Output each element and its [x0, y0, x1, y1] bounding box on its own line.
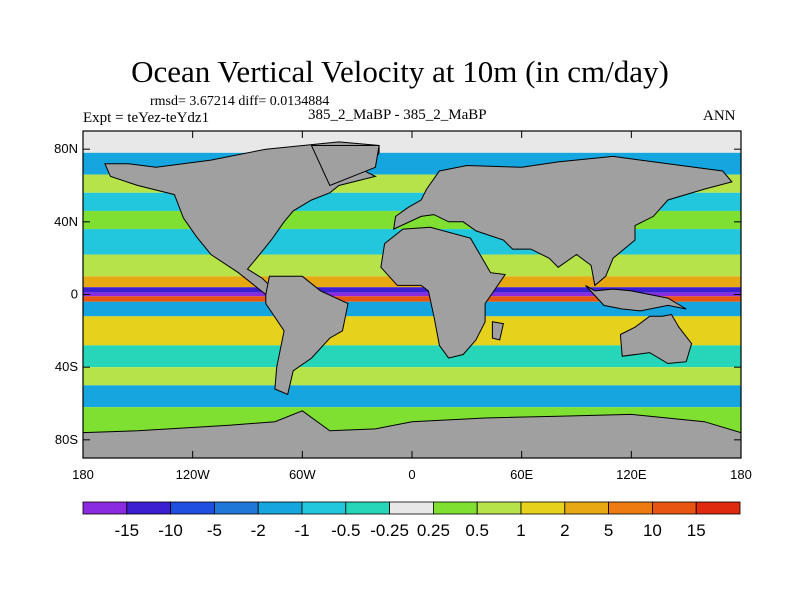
- stats-label: rmsd= 3.67214 diff= 0.0134884: [150, 94, 330, 109]
- land-greenland: [310, 145, 380, 187]
- land-europe-and-asia: [393, 155, 733, 287]
- colorbar-swatch: [520, 501, 566, 515]
- y-tick-label: 80S: [55, 432, 78, 447]
- colorbar-swatch: [257, 501, 303, 515]
- field-band: [83, 296, 741, 302]
- colorbar-label: -1: [294, 521, 309, 540]
- field-band: [83, 131, 741, 153]
- x-tick-label: 180: [730, 467, 752, 482]
- experiment-label: Expt = teYez-teYdz1: [83, 110, 210, 126]
- colorbar-label: 0.5: [465, 521, 489, 540]
- season-label: ANN: [703, 108, 736, 124]
- colorbar-label: -15: [115, 521, 140, 540]
- colorbar-label: -0.25: [370, 521, 409, 540]
- colorbar-label: 2: [560, 521, 569, 540]
- field-band: [83, 301, 741, 317]
- colorbar-swatch: [476, 501, 522, 515]
- colorbar-swatch: [82, 501, 128, 515]
- colorbar-label: 0.25: [417, 521, 450, 540]
- colorbar-swatch: [432, 501, 478, 515]
- colorbar-label: -10: [158, 521, 183, 540]
- x-tick-label: 0: [408, 467, 415, 482]
- field-band: [83, 345, 741, 368]
- x-tick-label: 120E: [616, 467, 647, 482]
- colorbar-label: 5: [604, 521, 613, 540]
- field-band: [83, 385, 741, 408]
- x-tick-label: 60W: [289, 467, 316, 482]
- colorbar-label: 15: [687, 521, 706, 540]
- colorbar-label: 10: [643, 521, 662, 540]
- colorbar-swatch: [564, 501, 609, 515]
- land-antarctica: [83, 410, 741, 458]
- colorbar-label: 1: [516, 521, 525, 540]
- land-south-america: [265, 275, 349, 396]
- colorbar-swatch: [345, 501, 390, 515]
- chart-title: Ocean Vertical Velocity at 10m (in cm/da…: [131, 54, 669, 89]
- colorbar-swatch: [170, 501, 215, 515]
- colorbar: -15 -10 -5 -2 -1 -0.5 -0.25 0.25 0.5 1 2 5 10 15: [82, 501, 741, 540]
- x-tick-label: 60E: [510, 467, 533, 482]
- land-australia: [619, 313, 693, 365]
- y-tick-label: 40N: [54, 214, 78, 229]
- field-band: [83, 292, 741, 297]
- y-tick-label: 40S: [55, 359, 78, 374]
- land-north-america: [104, 141, 380, 296]
- field-band: [83, 367, 741, 386]
- land-mask: [83, 141, 741, 458]
- y-axis: 80N 40N 0 40S 80S: [54, 141, 741, 447]
- colorbar-swatch: [695, 501, 741, 515]
- y-tick-label: 80N: [54, 141, 78, 156]
- field-band: [83, 287, 741, 293]
- x-tick-label: 180: [72, 467, 94, 482]
- colorbar-swatch: [126, 501, 172, 515]
- colorbar-swatch: [608, 501, 653, 515]
- colorbar-swatch: [652, 501, 697, 515]
- x-axis: 180 120W 60W 0 60E 120E 180: [72, 131, 752, 482]
- land-africa: [380, 226, 507, 359]
- comparison-label: 385_2_MaBP - 385_2_MaBP: [308, 107, 487, 123]
- colorbar-swatch: [213, 501, 259, 515]
- land-indonesia: [585, 284, 687, 312]
- colorbar-label: -5: [207, 521, 222, 540]
- colorbar-swatch: [389, 501, 434, 515]
- x-tick-label: 120W: [176, 467, 211, 482]
- land-madagascar: [491, 321, 505, 341]
- colorbar-swatch: [301, 501, 347, 515]
- y-tick-label: 0: [71, 287, 78, 302]
- colorbar-label: -2: [251, 521, 266, 540]
- colorbar-label: -0.5: [331, 521, 360, 540]
